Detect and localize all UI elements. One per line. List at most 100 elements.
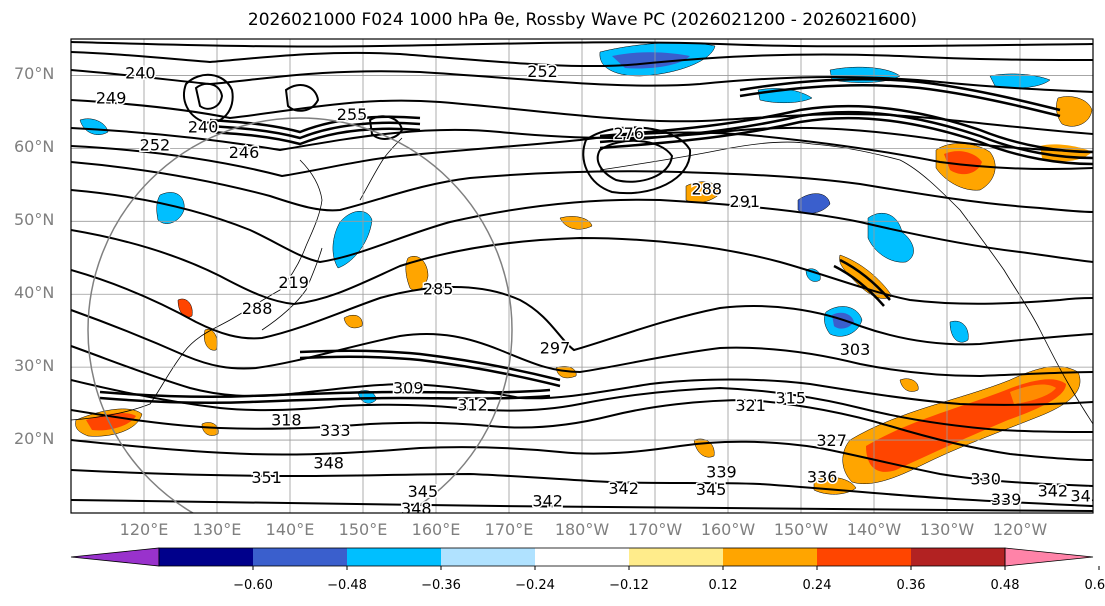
latitude-label: 20°N [14,429,55,449]
contour-label: 240 [125,64,156,83]
chart-title: 2026021000 F024 1000 hPa θe, Rossby Wave… [247,10,918,30]
contour-line [71,131,1093,178]
longitude-label: 120°W [992,520,1048,539]
contour-line [71,309,1093,378]
shade-pos [201,422,219,436]
region-circle [87,117,513,513]
contour-label: 276 [613,124,644,143]
contour-label: 345 [408,482,439,501]
contour-line [839,258,891,301]
longitude-label: 180°W [554,520,610,539]
contour-line [599,110,1093,160]
contour-line [71,51,1093,68]
contour-label: 255 [337,105,368,124]
coast-alaska [811,143,1093,425]
contour-line [209,115,421,134]
colorbar-tick-label: 0.48 [990,578,1020,593]
contour-label: 342 [608,479,639,498]
contour-label: 336 [807,467,838,486]
longitude-label: 150°W [773,520,829,539]
longitude-label: 150°E [338,520,388,539]
shade-pos [177,298,193,318]
contour-line [209,127,421,146]
contour-line [194,82,224,110]
latitude-label: 70°N [14,64,55,84]
contour-line [739,83,1061,118]
colorbar-outline [158,547,1006,567]
shade-pos [899,378,919,392]
longitude-label: 130°W [919,520,975,539]
contour-line [284,84,320,112]
contour-label: 345 [696,480,727,499]
contour-line [209,121,421,140]
contour-label: 345 [1070,486,1101,505]
colorbar-extend-high [1004,547,1094,567]
shade-neg [805,268,821,282]
colorbar-segment [629,548,724,566]
contour-line [599,104,1093,154]
shade-pos [559,216,593,230]
colorbar-segment [253,548,348,566]
contour-label: 219 [278,273,309,292]
contour-line [582,126,692,195]
contour-label: 333 [320,421,351,440]
colorbar-tick-label: 0.12 [708,578,738,593]
contour-line [739,77,1061,112]
contour-label: 249 [96,88,127,107]
contour-label: 297 [540,338,571,357]
contour-label: 330 [970,470,1001,489]
contour-line [71,398,1093,461]
contour-label: 291 [730,192,761,211]
contour-labels: 240 249 252 246 240 255 252 276 288 291 219 288 285 2… [94,61,1101,513]
colorbar-tick-label: 0.60 [1084,578,1105,593]
contour-line [299,349,561,382]
contour-label: 246 [229,143,260,162]
contour-line [71,439,1093,487]
contour-line [596,139,674,183]
contour-line [99,388,551,399]
longitude-label: 170°W [627,520,683,539]
contour-line [833,264,885,307]
longitude-label: 140°W [846,520,902,539]
longitude-label: 170°E [484,520,534,539]
colorbar-segment [159,548,254,566]
contour-label: 327 [816,431,847,450]
colorbar-segment [535,548,630,566]
colorbar-segment [817,548,912,566]
contour-label: 309 [393,379,424,398]
longitude-label: 140°E [265,520,315,539]
colorbar-segment [911,548,1006,566]
contour-line [71,41,1093,48]
contour-label: 312 [457,395,488,414]
shade-pos [204,329,218,351]
colorbar-tick-label: −0.12 [609,578,649,593]
colorbar-tick-label: 0.36 [896,578,926,593]
longitude-label: 130°E [192,520,242,539]
contour-label: 288 [242,299,273,318]
contour-label: 288 [692,179,723,198]
coast-japan [261,247,323,331]
shade-neg [949,320,969,343]
contour-label: 252 [527,62,558,81]
contour-label: 318 [271,411,302,430]
contour-line [183,74,234,124]
longitude-label: 160°E [411,520,461,539]
contour-label: 342 [532,492,563,511]
colorbar-tick-label: 0.24 [802,578,832,593]
contour-label: 348 [313,454,344,473]
colorbar [70,547,1100,570]
colorbar-segment [347,548,442,566]
contour-line [71,379,1093,433]
longitude-label: 160°W [700,520,756,539]
contour-line [299,355,561,388]
contour-label: 339 [706,462,737,481]
contour-line [71,269,1093,352]
shade-pos [343,315,363,329]
shade-pos [1010,384,1056,404]
map-frame [70,38,1094,514]
contour-label: 252 [140,136,171,155]
contour-line [599,116,1093,166]
coast-aleutians [599,141,813,171]
colorbar-segment [441,548,536,566]
